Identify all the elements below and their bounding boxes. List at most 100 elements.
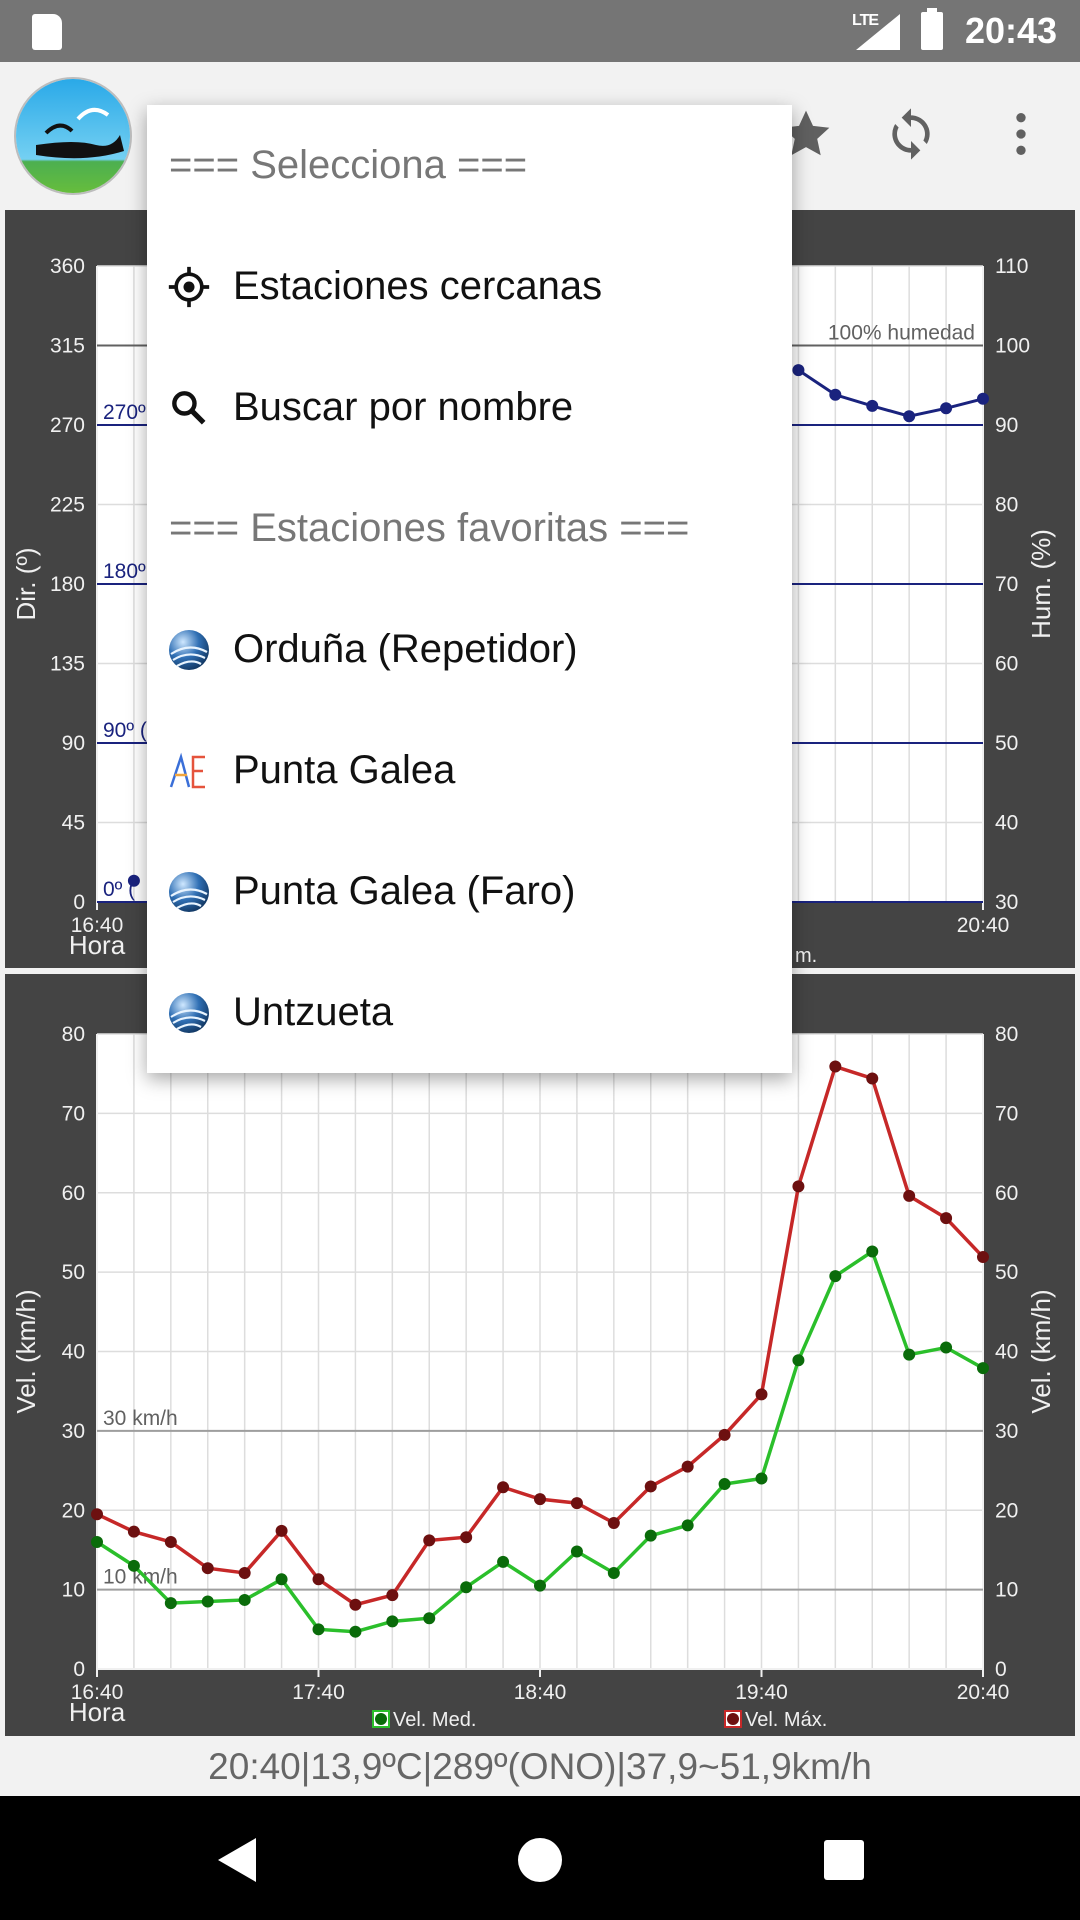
data-point — [644, 1480, 657, 1493]
y-tick-label: 20 — [62, 1499, 85, 1522]
data-point — [755, 1388, 768, 1401]
back-icon[interactable] — [202, 1824, 274, 1896]
x-axis-title: Hora — [69, 1697, 126, 1727]
data-point — [238, 1566, 251, 1579]
recents-icon[interactable] — [808, 1824, 880, 1896]
wind-speed-chart-svg: 0 10 20 30 40 50 60 70 80 0 10 20 30 40 50 60 70 80 Vel. (… — [11, 1023, 1056, 1731]
x-tick-label: 16:40 — [71, 1681, 124, 1704]
dropdown-item-untzueta[interactable]: Untzueta — [147, 952, 792, 1073]
y2-tick-label: 10 — [995, 1579, 1018, 1602]
data-point — [792, 1354, 805, 1367]
data-point — [866, 399, 879, 412]
legend-marker — [375, 1713, 387, 1725]
y-tick-label: 135 — [50, 653, 85, 676]
data-point — [718, 1478, 731, 1491]
data-point — [275, 1573, 288, 1586]
data-point — [127, 1525, 140, 1538]
reference-line-label: 30 km/h — [103, 1407, 178, 1430]
search-icon — [167, 386, 211, 430]
y-tick-label: 90 — [62, 732, 85, 755]
data-point — [644, 1529, 657, 1542]
data-point — [238, 1593, 251, 1606]
data-point — [718, 1428, 731, 1441]
y-tick-label: 180 — [50, 573, 85, 596]
reference-line-label: 100% humedad — [828, 322, 975, 345]
data-point — [497, 1555, 510, 1568]
dropdown-item-orduna[interactable]: Orduña (Repetidor) — [147, 589, 792, 710]
data-point — [607, 1566, 620, 1579]
globe-icon — [167, 870, 211, 914]
data-point — [792, 364, 805, 377]
data-point — [423, 1612, 436, 1625]
y-tick-label: 60 — [62, 1182, 85, 1205]
sync-icon[interactable] — [875, 98, 947, 170]
more-vert-icon[interactable] — [985, 98, 1057, 170]
y-tick-label: 360 — [50, 255, 85, 278]
x-tick-label: 16:40 — [71, 914, 124, 937]
data-point — [275, 1524, 288, 1537]
station-dropdown-menu: === Selecciona === Estaciones cercanas B… — [147, 105, 792, 1073]
data-point — [792, 1180, 805, 1193]
data-point — [349, 1598, 362, 1611]
data-point — [460, 1581, 473, 1594]
y2-tick-label: 60 — [995, 653, 1018, 676]
data-point — [534, 1579, 546, 1592]
data-point — [866, 1245, 879, 1258]
data-point — [423, 1534, 436, 1547]
home-icon[interactable] — [504, 1824, 576, 1896]
data-point — [977, 392, 989, 405]
reference-line-label: 0º ( — [103, 878, 135, 901]
series-line — [797, 368, 984, 418]
y2-tick-label: 30 — [995, 891, 1018, 914]
legend-fragment: m. — [795, 945, 817, 967]
x-tick-label: 20:40 — [957, 1681, 1010, 1704]
data-point — [866, 1072, 879, 1085]
data-point — [940, 402, 953, 415]
data-point — [903, 1348, 916, 1361]
data-point — [903, 410, 916, 423]
y-tick-label: 270 — [50, 414, 85, 437]
y-tick-label: 315 — [50, 335, 85, 358]
y2-tick-label: 40 — [995, 1341, 1018, 1364]
x-axis-title: Hora — [69, 930, 126, 960]
app-logo-icon[interactable] — [14, 77, 132, 195]
ae-logo-icon — [167, 749, 211, 793]
dropdown-item-search-by-name[interactable]: Buscar por nombre — [147, 347, 792, 468]
legend-label: Vel. Máx. — [745, 1709, 827, 1731]
y-tick-label: 225 — [50, 494, 85, 517]
current-conditions-summary: 20:40|13,9ºC|289º(ONO)|37,9~51,9km/h — [208, 1746, 872, 1787]
y2-tick-label: 0 — [995, 1658, 1007, 1681]
data-point — [977, 1251, 989, 1264]
data-point — [201, 1562, 214, 1575]
legend-label: Vel. Med. — [393, 1709, 476, 1731]
y2-axis-title: Hum. (%) — [1026, 529, 1056, 639]
y-tick-label: 80 — [62, 1023, 85, 1046]
sd-card-icon — [32, 14, 62, 50]
y2-tick-label: 90 — [995, 414, 1018, 437]
globe-icon — [167, 628, 211, 672]
data-point — [534, 1493, 546, 1506]
star-icon[interactable] — [770, 98, 842, 170]
wind-speed-chart: 0 10 20 30 40 50 60 70 80 0 10 20 30 40 50 60 70 80 Vel. (… — [5, 974, 1075, 1736]
data-point — [460, 1531, 473, 1544]
reference-line-label: 270º — [103, 401, 146, 424]
y2-tick-label: 50 — [995, 1261, 1018, 1284]
y2-tick-label: 70 — [995, 573, 1018, 596]
dropdown-item-punta-galea[interactable]: Punta Galea — [147, 710, 792, 831]
y2-tick-label: 100 — [995, 335, 1030, 358]
x-tick-label: 18:40 — [514, 1681, 567, 1704]
data-point — [570, 1497, 583, 1510]
battery-icon — [921, 8, 943, 50]
data-point — [940, 1212, 953, 1225]
dropdown-item-punta-galea-faro[interactable]: Punta Galea (Faro) — [147, 831, 792, 952]
y-tick-label: 0 — [73, 891, 85, 914]
data-point — [312, 1573, 325, 1586]
y-tick-label: 30 — [62, 1420, 85, 1443]
dropdown-item-nearby-stations[interactable]: Estaciones cercanas — [147, 226, 792, 347]
x-tick-label: 20:40 — [957, 914, 1010, 937]
signal-icon — [856, 14, 900, 50]
gps-target-icon — [167, 265, 211, 309]
status-time: 20:43 — [965, 10, 1058, 51]
y-tick-label: 40 — [62, 1341, 85, 1364]
data-point — [164, 1597, 177, 1610]
